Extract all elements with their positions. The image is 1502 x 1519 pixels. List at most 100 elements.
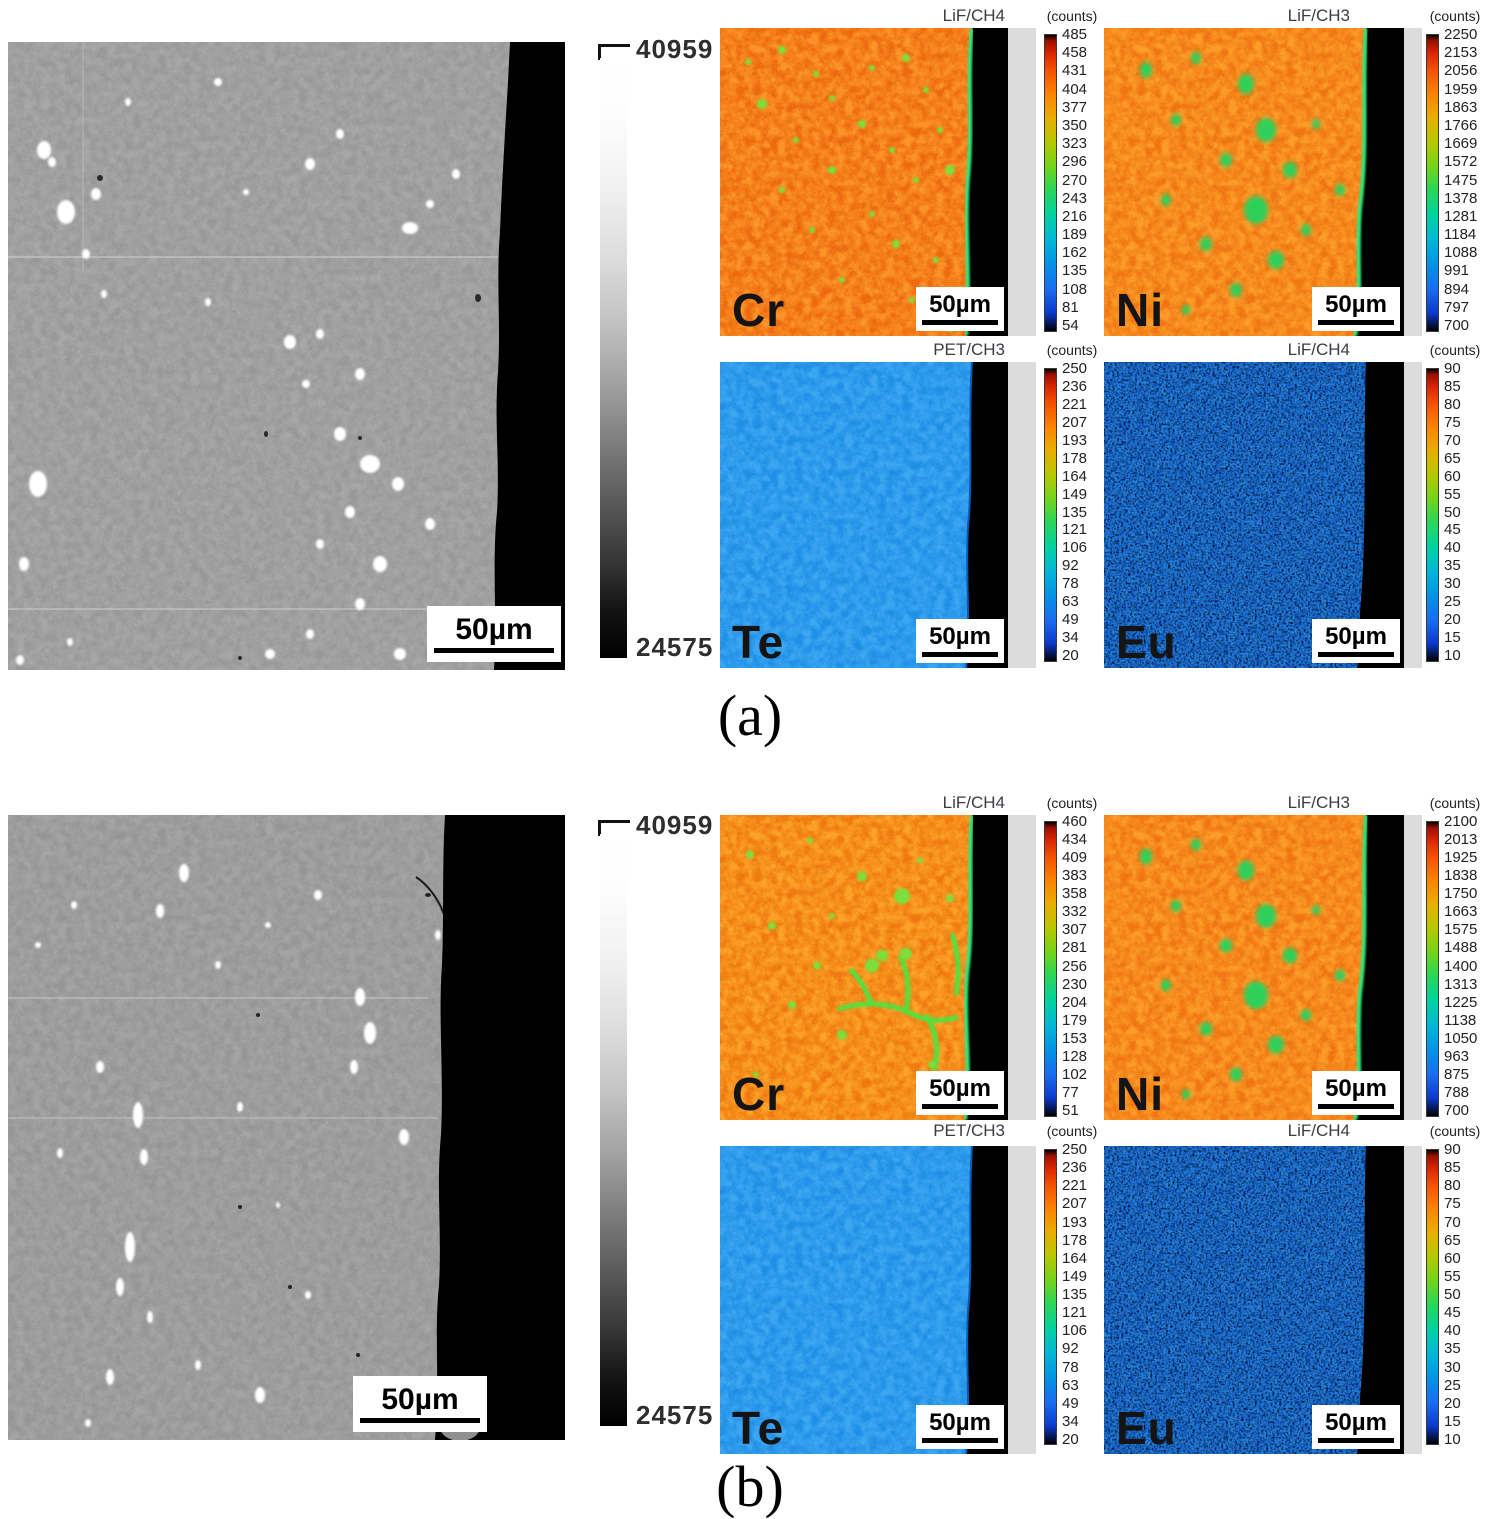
tick-label: 78 — [1062, 1358, 1079, 1376]
map-margin-strip — [1008, 28, 1036, 336]
tick-label: 128 — [1062, 1047, 1088, 1065]
detector-label-eu-a: LiF/CH4 — [1287, 340, 1350, 359]
tick-label: 1669 — [1444, 135, 1478, 153]
tick-label: 164 — [1062, 1249, 1088, 1267]
colorbar-ticks-te-b: 250 236 221 207 193 178 164 149 135 121 106 92 78 63 4… — [1062, 1142, 1108, 1447]
tick-label: 307 — [1062, 921, 1088, 939]
gray-colorbar-max: 40959 — [636, 34, 714, 64]
tick-label: 49 — [1062, 1394, 1079, 1412]
tick-label: 434 — [1062, 831, 1088, 849]
tick-label: 991 — [1444, 262, 1470, 280]
counts-label-eu-b: (counts) — [1429, 1123, 1481, 1139]
scale-bar-line — [433, 647, 555, 653]
tick-label: 15 — [1444, 629, 1461, 647]
element-label: Ni — [1116, 1068, 1164, 1120]
map-cr-a: Cr 50µm — [720, 28, 1008, 336]
tick-label: 15 — [1444, 1412, 1461, 1430]
gray-colorbar-b — [600, 834, 627, 1426]
scale-bar-line — [1317, 651, 1395, 657]
colorbar-eu-a — [1426, 368, 1439, 662]
tick-label: 90 — [1444, 360, 1461, 377]
scale-bar-label: 50µm — [1325, 1075, 1387, 1103]
tick-label: 700 — [1444, 1102, 1470, 1119]
tick-label: 1863 — [1444, 98, 1478, 116]
tick-label: 404 — [1062, 80, 1088, 98]
map-ni-b: Ni 50µm — [1104, 815, 1404, 1120]
tick-label: 1184 — [1444, 226, 1477, 244]
tick-label: 149 — [1062, 1267, 1088, 1285]
colorbar-ticks-te-a: 250 236 221 207 193 178 164 149 135 121 106 92 78 63 4… — [1062, 361, 1108, 663]
tick-label: 189 — [1062, 226, 1088, 244]
tick-label: 1925 — [1444, 849, 1478, 867]
tick-label: 164 — [1062, 467, 1088, 485]
tick-label: 250 — [1062, 1141, 1088, 1158]
counts-label-eu-a: (counts) — [1429, 342, 1481, 358]
tick-label: 1313 — [1444, 975, 1478, 993]
tick-label: 50 — [1444, 1286, 1461, 1303]
tick-label: 162 — [1062, 244, 1088, 262]
scale-bar-line — [921, 319, 999, 325]
tick-label: 60 — [1444, 467, 1461, 485]
map-te-b: Te 50µm — [720, 1146, 1008, 1454]
tick-label: 102 — [1062, 1065, 1088, 1083]
tick-label: 1378 — [1444, 189, 1478, 207]
tick-label: 207 — [1062, 1195, 1088, 1213]
sem-image-b: 50µm — [8, 815, 565, 1440]
colorbar-cr-b — [1044, 821, 1057, 1117]
detector-label-cr-b: LiF/CH4 — [942, 793, 1005, 812]
tick-label: 1225 — [1444, 993, 1478, 1011]
tick-label: 40 — [1444, 539, 1461, 557]
tick-label: 75 — [1444, 413, 1461, 431]
scale-bar-label: 50µm — [929, 623, 991, 651]
map-eu-b: Eu 50µm — [1104, 1146, 1404, 1454]
tick-label: 460 — [1062, 813, 1088, 830]
tick-label: 178 — [1062, 449, 1088, 467]
tick-label: 1281 — [1444, 207, 1478, 225]
scale-bar: 50µm — [427, 606, 561, 662]
tick-label: 92 — [1062, 1340, 1079, 1358]
tick-label: 2100 — [1444, 813, 1478, 830]
scale-bar: 50µm — [916, 287, 1004, 331]
scale-bar-line — [359, 1417, 481, 1423]
gray-colorbar-bracket — [598, 820, 630, 836]
scale-bar-label: 50µm — [381, 1383, 459, 1417]
detector-label-eu-b: LiF/CH4 — [1287, 1121, 1350, 1140]
tick-label: 383 — [1062, 867, 1088, 885]
tick-label: 70 — [1444, 431, 1461, 449]
tick-label: 85 — [1444, 1159, 1461, 1177]
scale-bar-label: 50µm — [1325, 1409, 1387, 1437]
scale-bar: 50µm — [353, 1376, 487, 1432]
tick-label: 256 — [1062, 957, 1088, 975]
tick-label: 149 — [1062, 485, 1088, 503]
tick-label: 75 — [1444, 1195, 1461, 1213]
tick-label: 236 — [1062, 377, 1088, 395]
tick-label: 797 — [1444, 298, 1470, 316]
tick-label: 216 — [1062, 207, 1088, 225]
colorbar-eu-b — [1426, 1149, 1439, 1445]
panel-caption-a: (a) — [717, 683, 783, 748]
counts-label-cr-a: (counts) — [1046, 8, 1098, 24]
scale-bar: 50µm — [1312, 1071, 1400, 1115]
tick-label: 1475 — [1444, 171, 1478, 189]
tick-label: 77 — [1062, 1083, 1079, 1101]
scale-bar-label: 50µm — [929, 1409, 991, 1437]
tick-label: 34 — [1062, 629, 1079, 647]
tick-label: 121 — [1062, 521, 1088, 539]
colorbar-ticks-ni-b: 2100 2013 1925 1838 1750 1663 1575 1488 1400 1313… — [1444, 814, 1496, 1118]
scale-bar-label: 50µm — [1325, 623, 1387, 651]
gray-colorbar-max: 40959 — [636, 810, 714, 840]
element-label: Te — [732, 616, 785, 668]
map-ni-a: Ni 50µm — [1104, 28, 1404, 336]
tick-label: 788 — [1444, 1083, 1470, 1101]
tick-label: 1838 — [1444, 867, 1478, 885]
colorbar-te-b — [1044, 1149, 1057, 1445]
tick-label: 51 — [1062, 1102, 1079, 1119]
tick-label: 1088 — [1444, 244, 1478, 262]
colorbar-ticks-eu-a: 90 85 80 75 70 65 60 55 50 45 40 35 30 25 20 15 10 — [1444, 361, 1496, 663]
tick-label: 2250 — [1444, 26, 1478, 43]
tick-label: 193 — [1062, 431, 1088, 449]
tick-label: 49 — [1062, 611, 1079, 629]
tick-label: 2153 — [1444, 44, 1478, 62]
map-margin-strip — [1008, 1146, 1036, 1454]
element-label: Ni — [1116, 284, 1164, 336]
